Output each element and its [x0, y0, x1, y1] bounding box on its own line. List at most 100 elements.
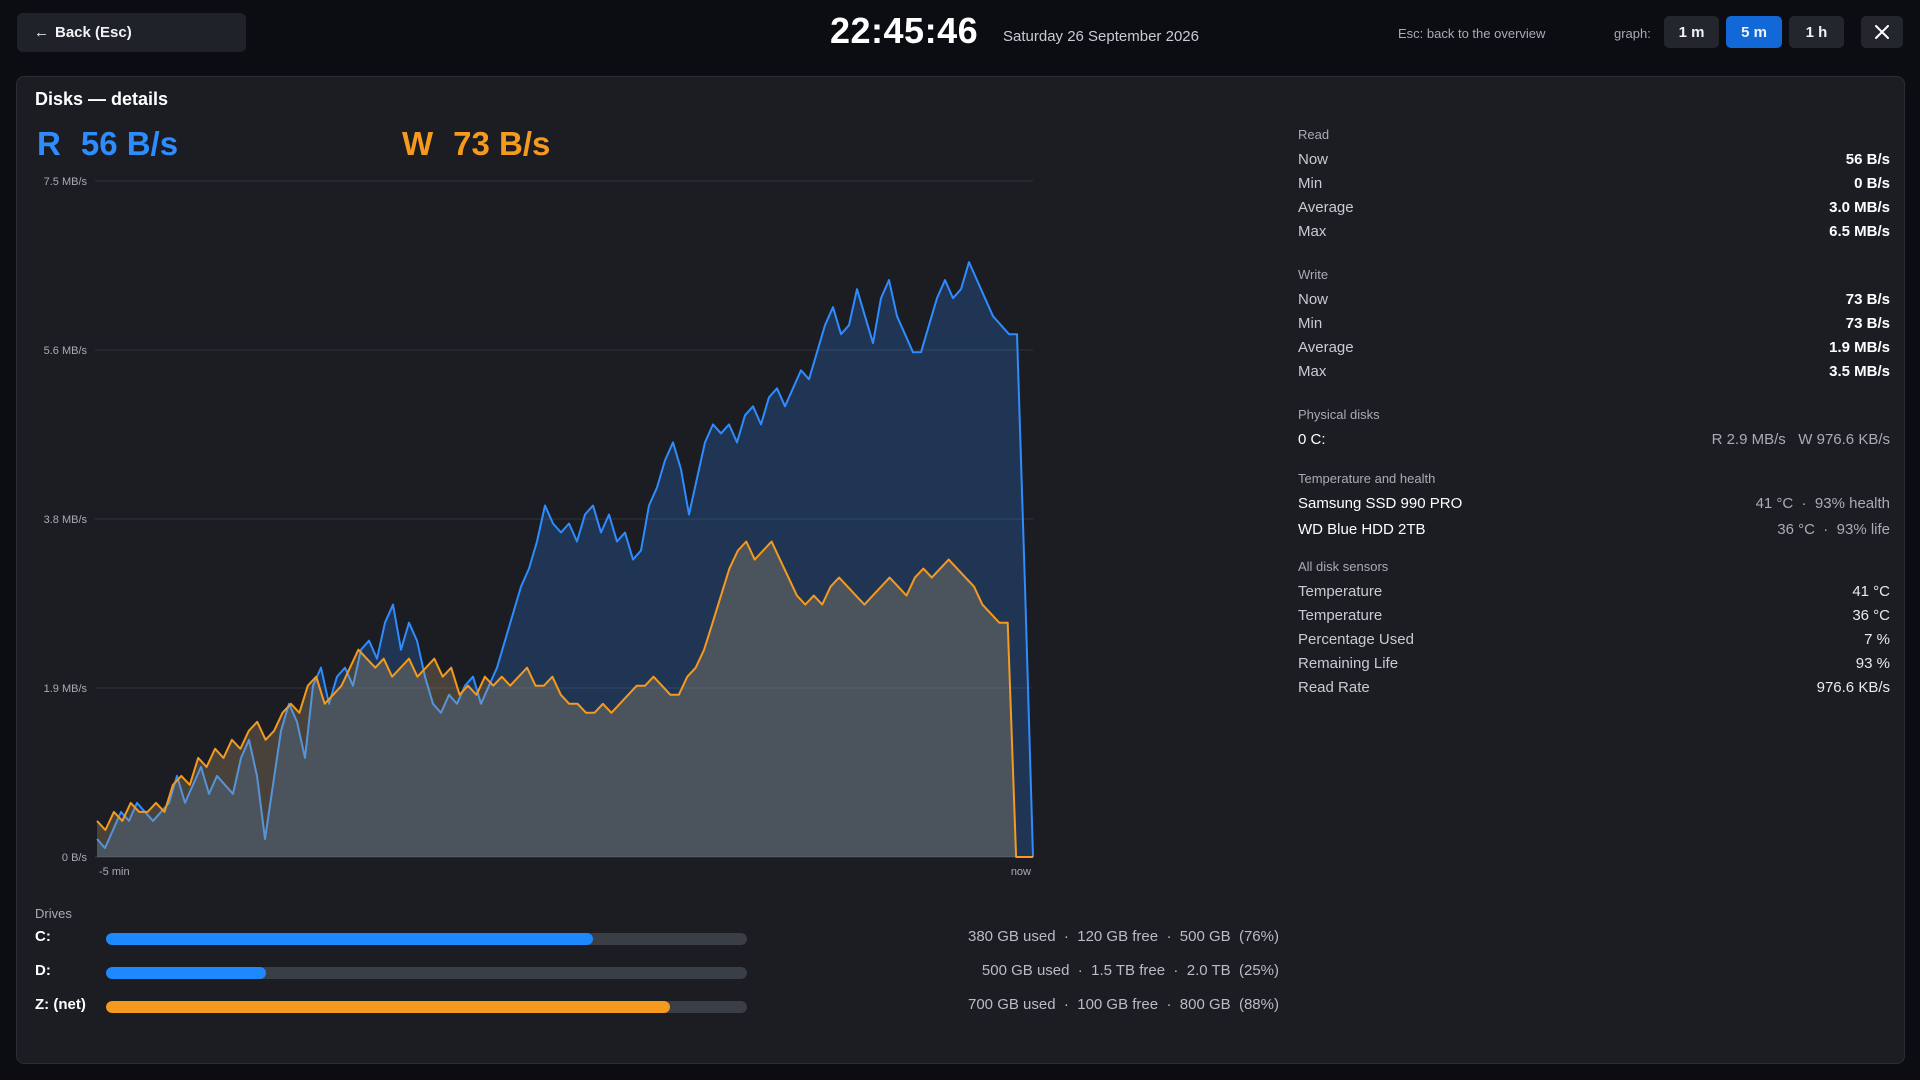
write-tag: W	[402, 125, 434, 162]
health-section-title: Temperature and health	[1298, 471, 1436, 486]
close-icon	[1875, 25, 1889, 39]
back-arrow-icon: ←	[34, 24, 49, 41]
sensor-row: Percentage Used 7 %	[1298, 628, 1890, 650]
sensor-label: Temperature	[1298, 582, 1383, 600]
read-now-row: Now 56 B/s	[1298, 148, 1890, 170]
drive-usage-fill	[106, 1001, 671, 1013]
y-tick-label: 0 B/s	[62, 852, 88, 864]
health-row-ssd: Samsung SSD 990 PRO 41 °C · 93% health	[1298, 492, 1890, 514]
disk-model-name: WD Blue HDD 2TB	[1298, 520, 1426, 538]
physical-disk-name: 0 C:	[1298, 430, 1326, 448]
health-row-hdd: WD Blue HDD 2TB 36 °C · 93% life	[1298, 518, 1890, 540]
disk-model-name: Samsung SSD 990 PRO	[1298, 494, 1463, 512]
sensor-label: Percentage Used	[1298, 630, 1414, 648]
stat-value: 73 B/s	[1845, 314, 1890, 332]
sensor-label: Remaining Life	[1298, 654, 1399, 672]
stat-value: 56 B/s	[1845, 150, 1890, 168]
sensor-value: 36 °C	[1852, 606, 1890, 624]
sensor-value: 7 %	[1864, 630, 1890, 648]
write-min-row: Min 73 B/s	[1298, 312, 1890, 334]
write-max-row: Max 3.5 MB/s	[1298, 360, 1890, 382]
x-tick-label: -5 min	[99, 866, 130, 878]
y-tick-label: 7.5 MB/s	[44, 176, 88, 188]
write-rate-headline: W 73 B/s	[402, 125, 550, 163]
write-section-title: Write	[1298, 267, 1329, 282]
y-tick-label: 1.9 MB/s	[44, 683, 88, 695]
drive-usage-bar	[106, 1001, 747, 1013]
drive-usage-info: 500 GB used · 1.5 TB free · 2.0 TB (25%)	[981, 962, 1279, 979]
drive-row-z: Z: (net) 700 GB used · 100 GB free · 800…	[17, 994, 1279, 1018]
stat-label: Now	[1298, 290, 1329, 308]
series-area-w	[97, 541, 1033, 857]
stat-value: 73 B/s	[1845, 290, 1890, 308]
drive-usage-fill	[106, 933, 594, 945]
stat-label: Average	[1298, 198, 1354, 216]
stat-value: 3.5 MB/s	[1829, 362, 1890, 380]
disk-health-value: 41 °C · 93% health	[1755, 494, 1890, 512]
stat-label: Average	[1298, 338, 1354, 356]
write-average-row: Average 1.9 MB/s	[1298, 336, 1890, 358]
write-now-value: 73 B/s	[453, 125, 551, 162]
physical-disk-row: 0 C: R 2.9 MB/s W 976.6 KB/s	[1298, 428, 1890, 450]
drive-row-c: C: 380 GB used · 120 GB free · 500 GB (7…	[17, 926, 1279, 950]
sensor-value: 41 °C	[1852, 582, 1890, 600]
sensor-row: Temperature 41 °C	[1298, 580, 1890, 602]
sensor-value: 93 %	[1855, 654, 1890, 672]
stat-value: 0 B/s	[1854, 174, 1890, 192]
stat-label: Min	[1298, 314, 1323, 332]
read-now-value: 56 B/s	[80, 125, 179, 162]
disk-health-value: 36 °C · 93% life	[1777, 520, 1890, 538]
clock: 22:45:46	[830, 10, 979, 51]
x-tick-label: now	[1011, 866, 1031, 878]
drive-usage-info: 700 GB used · 100 GB free · 800 GB (88%)	[968, 996, 1279, 1013]
physical-disks-title: Physical disks	[1298, 407, 1380, 422]
read-rate-headline: R 56 B/s	[37, 125, 178, 163]
sensors-section-title: All disk sensors	[1298, 559, 1389, 574]
drives-section-title: Drives	[35, 906, 72, 921]
stat-value: 3.0 MB/s	[1829, 198, 1890, 216]
sensor-row: Temperature 36 °C	[1298, 604, 1890, 626]
drive-label: Z: (net)	[35, 996, 86, 1013]
series-area-r	[97, 262, 1033, 858]
stat-label: Min	[1298, 174, 1323, 192]
drive-usage-fill	[106, 967, 267, 979]
y-tick-label: 5.6 MB/s	[44, 345, 88, 357]
stat-value: 1.9 MB/s	[1829, 338, 1890, 356]
read-average-row: Average 3.0 MB/s	[1298, 196, 1890, 218]
drive-usage-bar	[106, 967, 747, 979]
read-max-row: Max 6.5 MB/s	[1298, 220, 1890, 242]
range-1h-button[interactable]: 1 h	[1789, 16, 1844, 48]
sensor-value: 976.6 KB/s	[1816, 678, 1890, 696]
drive-label: C:	[35, 928, 51, 945]
esc-hint: Esc: back to the overview	[1398, 26, 1546, 41]
sensor-row: Read Rate 976.6 KB/s	[1298, 676, 1890, 698]
read-tag: R	[37, 125, 61, 162]
write-now-row: Now 73 B/s	[1298, 288, 1890, 310]
close-button[interactable]	[1861, 16, 1903, 48]
drive-usage-info: 380 GB used · 120 GB free · 500 GB (76%)	[968, 928, 1279, 945]
graph-range-label: graph:	[1614, 26, 1651, 41]
read-section-title: Read	[1298, 127, 1330, 142]
stat-label: Max	[1298, 362, 1327, 380]
drive-row-d: D: 500 GB used · 1.5 TB free · 2.0 TB (2…	[17, 960, 1279, 984]
y-tick-label: 3.8 MB/s	[44, 514, 88, 526]
series-line-w	[96, 540, 1033, 858]
stat-label: Max	[1298, 222, 1327, 240]
drive-usage-bar	[106, 933, 747, 945]
read-min-row: Min 0 B/s	[1298, 172, 1890, 194]
range-1m-button[interactable]: 1 m	[1664, 16, 1719, 48]
panel-title: Disks — details	[35, 89, 169, 109]
drive-label: D:	[35, 962, 51, 979]
disk-io-chart: 7.5 MB/s 5.6 MB/s 3.8 MB/s 1.9 MB/s 0 B/s -5 …	[44, 176, 1034, 878]
series-line-r	[96, 261, 1034, 858]
sensor-label: Read Rate	[1298, 678, 1370, 696]
disks-detail-panel: Disks — details R 56 B/s W 73 B/s 7.5 MB/s…	[16, 76, 1905, 1064]
sensor-label: Temperature	[1298, 606, 1383, 624]
physical-disk-rates: R 2.9 MB/s W 976.6 KB/s	[1711, 430, 1890, 448]
stat-label: Now	[1298, 150, 1329, 168]
date: Saturday 26 September 2026	[1003, 28, 1199, 45]
back-button-label: Back (Esc)	[55, 24, 132, 41]
range-5m-button[interactable]: 5 m	[1726, 16, 1782, 48]
back-button[interactable]: ← Back (Esc)	[17, 13, 246, 52]
sensor-row: Remaining Life 93 %	[1298, 652, 1890, 674]
